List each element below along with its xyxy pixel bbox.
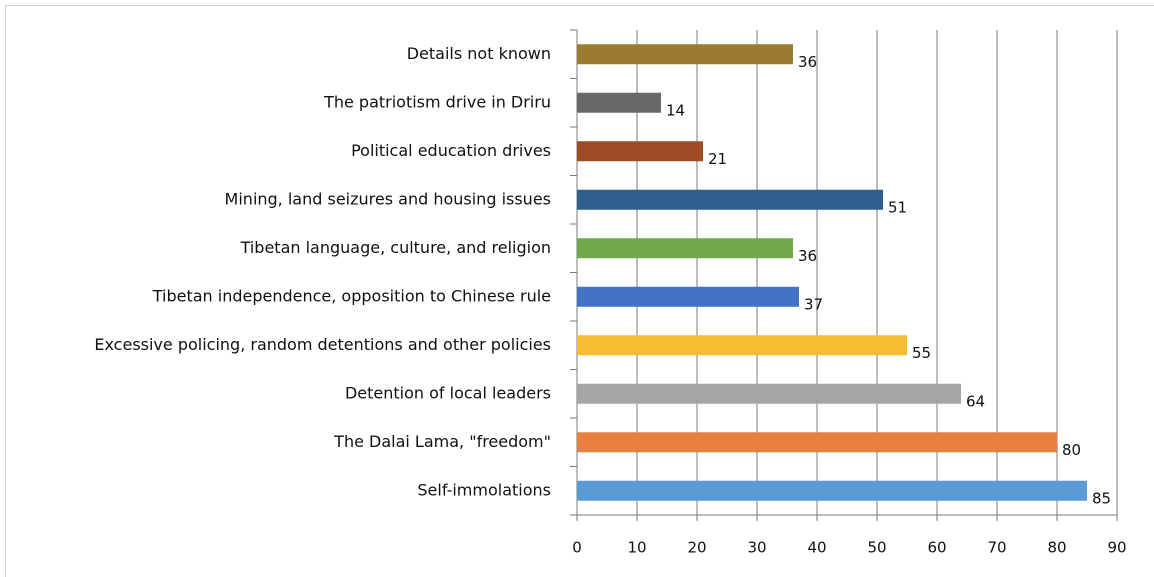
- x-tick-label: 40: [807, 539, 826, 557]
- x-tick-label: 80: [1047, 539, 1066, 557]
- y-tick-label: Mining, land seizures and housing issues: [225, 189, 551, 208]
- y-tick-label: Political education drives: [351, 141, 551, 160]
- x-tick-label: 70: [987, 539, 1006, 557]
- x-tick-label: 10: [627, 539, 646, 557]
- y-tick-label: The patriotism drive in Driru: [323, 92, 551, 111]
- bar: [577, 432, 1057, 453]
- value-label: 64: [966, 392, 985, 410]
- bar: [577, 92, 661, 113]
- y-tick-label: Tibetan language, culture, and religion: [240, 238, 551, 257]
- value-label: 36: [798, 53, 817, 71]
- y-tick-label: The Dalai Lama, "freedom": [333, 432, 551, 451]
- x-tick-label: 30: [747, 539, 766, 557]
- bar: [577, 141, 703, 162]
- y-tick-label: Self-immolations: [417, 480, 551, 499]
- bar: [577, 335, 907, 356]
- value-label: 37: [804, 295, 823, 313]
- value-label: 14: [666, 101, 685, 119]
- bar: [577, 238, 793, 259]
- x-tick-label: 60: [927, 539, 946, 557]
- x-tick-label: 90: [1107, 539, 1126, 557]
- value-label: 55: [912, 344, 931, 362]
- x-tick-label: 50: [867, 539, 886, 557]
- bar: [577, 383, 961, 404]
- bar: [577, 480, 1087, 501]
- chart-border: [5, 5, 1154, 577]
- y-tick-label: Excessive policing, random detentions an…: [94, 335, 551, 354]
- y-tick-label: Tibetan independence, opposition to Chin…: [152, 286, 551, 305]
- x-tick-label: 0: [572, 539, 582, 557]
- bar: [577, 189, 883, 210]
- x-tick-label: 20: [687, 539, 706, 557]
- value-label: 51: [888, 198, 907, 216]
- y-tick-label: Detention of local leaders: [345, 383, 551, 402]
- value-label: 80: [1062, 441, 1081, 459]
- value-label: 36: [798, 247, 817, 265]
- bar: [577, 286, 799, 307]
- value-label: 21: [708, 150, 727, 168]
- y-tick-label: Details not known: [407, 44, 551, 63]
- value-label: 85: [1092, 489, 1111, 507]
- bar: [577, 44, 793, 65]
